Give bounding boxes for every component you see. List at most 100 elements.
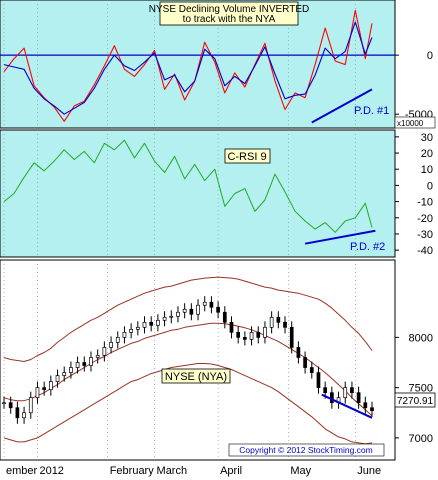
x-tick-label: ember: [6, 465, 38, 477]
price-panel-bg: [0, 259, 396, 461]
band-lower_band: [3, 363, 373, 445]
price-candle: [15, 407, 20, 419]
price-candle: [289, 326, 294, 348]
y-tick-label: 20: [421, 148, 433, 160]
price-candle: [202, 301, 207, 306]
y-tick-label: 8000: [409, 332, 433, 344]
price-candle: [209, 301, 214, 308]
volume-title-line-2: to track with the NYA: [183, 14, 276, 25]
price-candle: [263, 326, 267, 338]
price-candle: [330, 392, 334, 404]
pd1-annotation: P.D. #1: [354, 105, 389, 117]
y-tick-label: -10: [417, 197, 433, 209]
price-title-box: [161, 368, 231, 384]
price-candle: [149, 321, 154, 326]
price-candle: [95, 355, 100, 358]
price-candle: [82, 362, 87, 366]
pd2-annotation: P.D. #2: [350, 241, 385, 253]
price-candle: [256, 332, 261, 338]
price-candle: [283, 321, 287, 328]
price-candle: [229, 321, 234, 333]
price-candle: [243, 337, 247, 340]
y-tick-label: -20: [417, 213, 433, 225]
price-candle: [269, 316, 274, 328]
y-tick-label: 10: [421, 164, 433, 176]
price-candle: [343, 387, 348, 399]
price-candle: [28, 397, 33, 414]
price-candle: [303, 357, 307, 368]
last-value-box: [394, 392, 436, 408]
rsi-title: C-RSI 9: [227, 151, 266, 163]
price-candle: [142, 321, 147, 328]
price-candle: [249, 332, 254, 340]
price-candle: [109, 342, 113, 348]
x-tick-label: June: [357, 465, 381, 477]
y-tick-label: -30: [417, 229, 433, 241]
price-candle: [370, 407, 374, 412]
price-candle: [129, 328, 133, 333]
x-tick-label: May: [290, 465, 311, 477]
series-crsi: [3, 139, 373, 233]
price-candle: [8, 402, 13, 409]
price-candle: [169, 315, 174, 318]
volume-title-line-1: NYSE Declining Volume INVERTED: [149, 4, 309, 15]
price-candle: [176, 311, 180, 317]
price-candle: [356, 392, 361, 404]
price-candle: [62, 372, 67, 376]
copyright: Copyright © 2012 StockTiming.com: [239, 445, 373, 455]
price-candle: [35, 387, 40, 399]
y-tick-label: 7000: [409, 433, 433, 445]
price-candle: [135, 326, 140, 330]
price-candle: [156, 319, 160, 326]
price-candle: [216, 306, 220, 313]
price-candle: [189, 308, 194, 315]
scale-note-box: [394, 116, 436, 129]
scale-note: x10000: [397, 119, 424, 128]
price-candle: [222, 311, 227, 323]
copyright-box: [228, 443, 385, 457]
y-tick-label: 0: [427, 180, 433, 192]
band-upper_band: [3, 276, 373, 362]
price-candle: [42, 387, 46, 391]
price-candle: [276, 316, 281, 323]
rsi-title-box: [224, 148, 271, 164]
divergence-trendline-1: [311, 88, 373, 124]
price-candle: [122, 332, 127, 338]
price-candle: [309, 367, 314, 373]
price-candle: [75, 362, 80, 368]
price-candle: [55, 375, 60, 382]
band-mid_band: [3, 322, 373, 417]
divergence-trendline-2: [304, 229, 376, 245]
price-title: NYSE (NYA): [165, 371, 227, 383]
price-candle: [236, 332, 241, 338]
x-tick-label: February: [110, 465, 155, 477]
price-candle: [323, 387, 328, 394]
x-tick-label: 2012: [39, 465, 63, 477]
volume-title-box: [159, 1, 299, 26]
price-candle: [182, 308, 187, 313]
price-candle: [2, 402, 6, 405]
last-value-label: 7270.91: [397, 396, 434, 407]
x-tick-label: March: [157, 465, 188, 477]
x-tick-label: April: [220, 465, 242, 477]
price-candle: [316, 372, 321, 388]
price-candle: [350, 387, 354, 394]
series-raw-volume: [3, 9, 373, 122]
price-candle: [48, 381, 53, 391]
price-candle: [89, 357, 93, 366]
price-candle: [363, 402, 368, 409]
y-tick-label: 7500: [409, 383, 433, 395]
price-candle: [296, 347, 301, 358]
price-candle: [196, 304, 200, 315]
price-candle: [69, 367, 73, 373]
y-tick-label: -40: [417, 245, 433, 257]
price-candle: [162, 316, 167, 321]
series-smoothed-volume: [3, 21, 373, 115]
y-tick-label: 30: [421, 132, 433, 144]
y-tick-label: 0: [427, 50, 433, 62]
price-candle: [102, 347, 107, 356]
price-candle: [115, 337, 120, 343]
price-candle: [22, 412, 26, 419]
